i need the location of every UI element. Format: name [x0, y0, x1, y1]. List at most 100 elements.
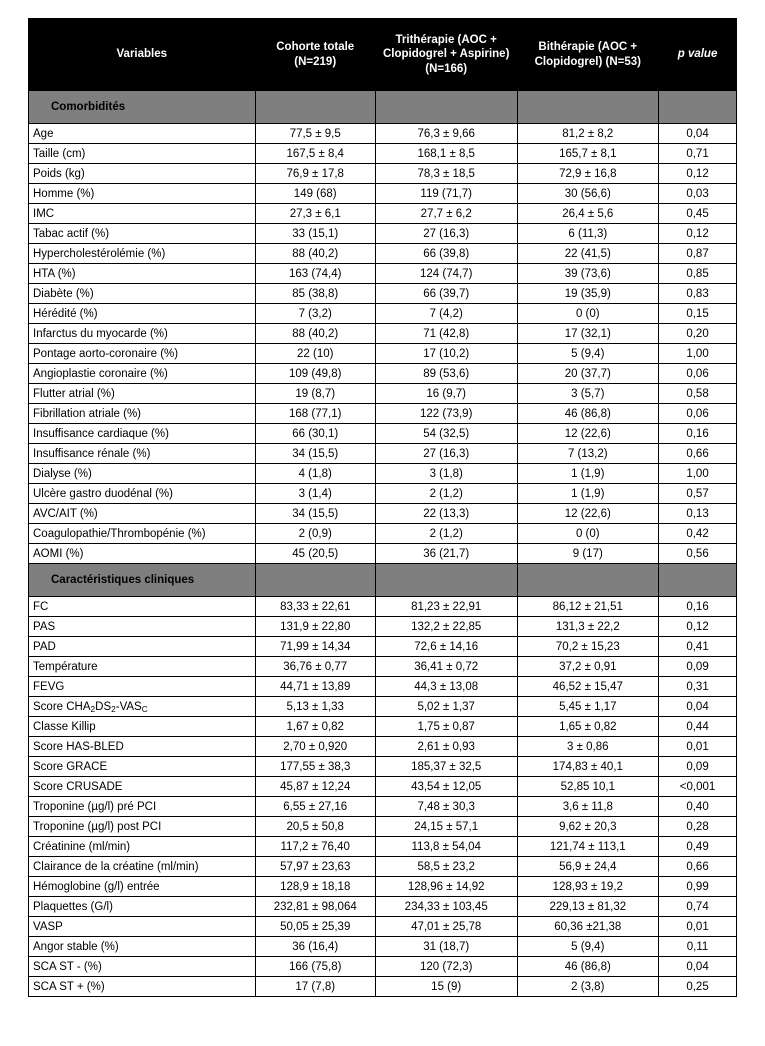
variable-label: Ulcère gastro duodénal (%) [29, 484, 256, 504]
variable-label: SCA ST + (%) [29, 977, 256, 997]
col-header-pvalue: p value [659, 19, 737, 91]
table-row: FEVG44,71 ± 13,8944,3 ± 13,0846,52 ± 15,… [29, 677, 737, 697]
value-total: 45 (20,5) [255, 544, 375, 564]
value-tri: 22 (13,3) [375, 504, 517, 524]
value-p: 0,06 [659, 404, 737, 424]
value-tri: 27 (16,3) [375, 444, 517, 464]
value-tri: 122 (73,9) [375, 404, 517, 424]
value-tri: 31 (18,7) [375, 937, 517, 957]
table-row: Hérédité (%)7 (3,2)7 (4,2)0 (0)0,15 [29, 304, 737, 324]
variable-label: SCA ST - (%) [29, 957, 256, 977]
value-total: 163 (74,4) [255, 264, 375, 284]
value-bi: 46,52 ± 15,47 [517, 677, 659, 697]
variable-label: Coagulopathie/Thrombopénie (%) [29, 524, 256, 544]
value-bi: 131,3 ± 22,2 [517, 617, 659, 637]
variable-label: Score GRACE [29, 757, 256, 777]
section-blank [255, 91, 375, 124]
variable-label: Angioplastie coronaire (%) [29, 364, 256, 384]
value-tri: 36,41 ± 0,72 [375, 657, 517, 677]
value-total: 85 (38,8) [255, 284, 375, 304]
value-tri: 168,1 ± 8,5 [375, 144, 517, 164]
value-tri: 71 (42,8) [375, 324, 517, 344]
value-tri: 17 (10,2) [375, 344, 517, 364]
variable-label: Infarctus du myocarde (%) [29, 324, 256, 344]
section-blank [659, 91, 737, 124]
value-p: 0,40 [659, 797, 737, 817]
table-row: Troponine (µg/l) pré PCI6,55 ± 27,167,48… [29, 797, 737, 817]
value-p: 0,28 [659, 817, 737, 837]
variable-label: AVC/AIT (%) [29, 504, 256, 524]
value-p: 0,16 [659, 597, 737, 617]
value-total: 17 (7,8) [255, 977, 375, 997]
value-tri: 7 (4,2) [375, 304, 517, 324]
variable-label: Score CHA2DS2-VASC [29, 697, 256, 717]
value-tri: 5,02 ± 1,37 [375, 697, 517, 717]
value-total: 131,9 ± 22,80 [255, 617, 375, 637]
value-bi: 19 (35,9) [517, 284, 659, 304]
value-p: 0,83 [659, 284, 737, 304]
table-row: Classe Killip1,67 ± 0,821,75 ± 0,871,65 … [29, 717, 737, 737]
value-tri: 2 (1,2) [375, 484, 517, 504]
variable-label: Hypercholestérolémie (%) [29, 244, 256, 264]
value-total: 20,5 ± 50,8 [255, 817, 375, 837]
table-row: Pontage aorto-coronaire (%)22 (10)17 (10… [29, 344, 737, 364]
value-p: 0,01 [659, 917, 737, 937]
value-bi: 81,2 ± 8,2 [517, 124, 659, 144]
value-p: 0,85 [659, 264, 737, 284]
value-bi: 70,2 ± 15,23 [517, 637, 659, 657]
table-row: Homme (%)149 (68)119 (71,7)30 (56,6)0,03 [29, 184, 737, 204]
value-p: 0,57 [659, 484, 737, 504]
table-row: AOMI (%)45 (20,5)36 (21,7)9 (17)0,56 [29, 544, 737, 564]
variable-label: Age [29, 124, 256, 144]
value-tri: 16 (9,7) [375, 384, 517, 404]
section-title: Caractéristiques cliniques [29, 564, 256, 597]
value-p: 0,31 [659, 677, 737, 697]
variable-label: Poids (kg) [29, 164, 256, 184]
value-p: 0,99 [659, 877, 737, 897]
table-row: Diabète (%)85 (38,8)66 (39,7)19 (35,9)0,… [29, 284, 737, 304]
variable-label: Clairance de la créatine (ml/min) [29, 857, 256, 877]
section-blank [375, 91, 517, 124]
variable-label: Troponine (µg/l) pré PCI [29, 797, 256, 817]
value-bi: 1 (1,9) [517, 464, 659, 484]
value-tri: 81,23 ± 22,91 [375, 597, 517, 617]
value-p: 0,25 [659, 977, 737, 997]
variable-label: Température [29, 657, 256, 677]
value-total: 149 (68) [255, 184, 375, 204]
value-p: 0,03 [659, 184, 737, 204]
value-total: 2 (0,9) [255, 524, 375, 544]
value-tri: 185,37 ± 32,5 [375, 757, 517, 777]
value-tri: 72,6 ± 14,16 [375, 637, 517, 657]
variable-label: Créatinine (ml/min) [29, 837, 256, 857]
section-blank [517, 564, 659, 597]
value-tri: 132,2 ± 22,85 [375, 617, 517, 637]
variable-label: Pontage aorto-coronaire (%) [29, 344, 256, 364]
table-row: Age77,5 ± 9,576,3 ± 9,6681,2 ± 8,20,04 [29, 124, 737, 144]
value-tri: 24,15 ± 57,1 [375, 817, 517, 837]
table-row: Dialyse (%)4 (1,8)3 (1,8)1 (1,9)1,00 [29, 464, 737, 484]
variable-label: HTA (%) [29, 264, 256, 284]
value-total: 3 (1,4) [255, 484, 375, 504]
variable-label: Troponine (µg/l) post PCI [29, 817, 256, 837]
value-tri: 36 (21,7) [375, 544, 517, 564]
value-tri: 128,96 ± 14,92 [375, 877, 517, 897]
table-row: Fibrillation atriale (%)168 (77,1)122 (7… [29, 404, 737, 424]
table-row: HTA (%)163 (74,4)124 (74,7)39 (73,6)0,85 [29, 264, 737, 284]
variable-label: Score HAS-BLED [29, 737, 256, 757]
value-total: 45,87 ± 12,24 [255, 777, 375, 797]
value-total: 88 (40,2) [255, 324, 375, 344]
table-row: Tabac actif (%)33 (15,1)27 (16,3)6 (11,3… [29, 224, 737, 244]
value-p: 1,00 [659, 464, 737, 484]
value-total: 36 (16,4) [255, 937, 375, 957]
value-bi: 5 (9,4) [517, 937, 659, 957]
variable-label: Angor stable (%) [29, 937, 256, 957]
value-p: 0,11 [659, 937, 737, 957]
table-row: Angioplastie coronaire (%)109 (49,8)89 (… [29, 364, 737, 384]
value-bi: 12 (22,6) [517, 424, 659, 444]
value-total: 22 (10) [255, 344, 375, 364]
value-p: 0,12 [659, 224, 737, 244]
value-total: 2,70 ± 0,920 [255, 737, 375, 757]
col-header-tri: Trithérapie (AOC + Clopidogrel + Aspirin… [375, 19, 517, 91]
value-bi: 20 (37,7) [517, 364, 659, 384]
value-total: 33 (15,1) [255, 224, 375, 244]
